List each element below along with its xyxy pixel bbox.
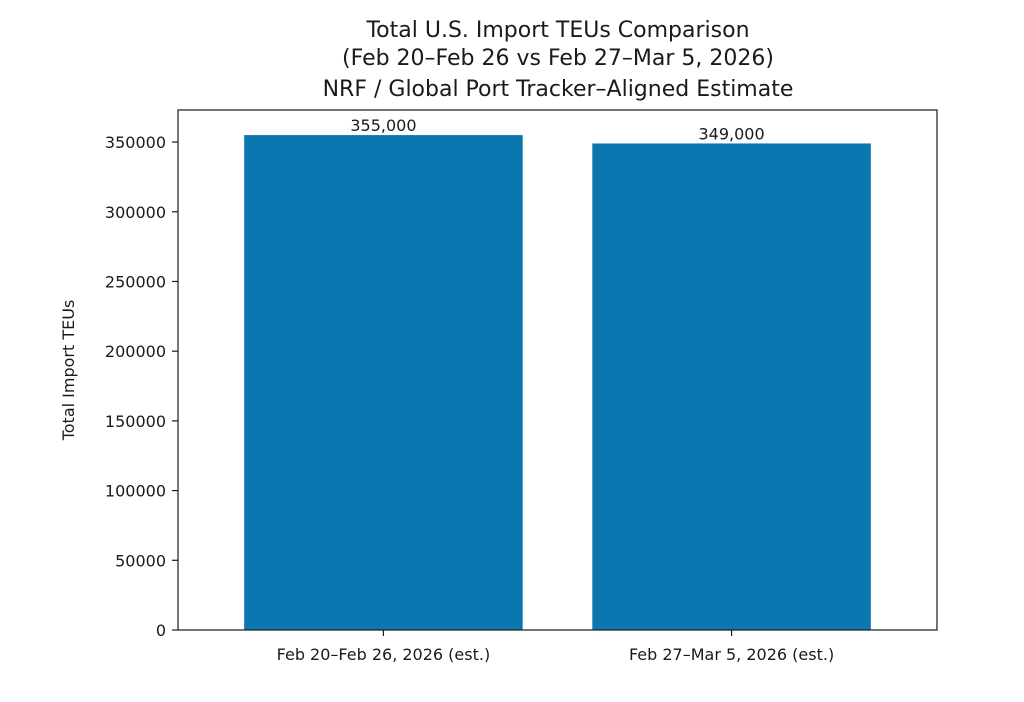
y-tick-label-1: 50000 [115,551,166,570]
data-labels-group: 355,000 349,000 [350,116,764,143]
bars-group [244,135,871,631]
chart-title-line-1: Total U.S. Import TEUs Comparison [365,18,749,43]
chart-title-line-3: NRF / Global Port Tracker–Aligned Estima… [323,77,794,102]
y-tick-label-0: 0 [156,621,166,640]
x-tick-label-1: Feb 20–Feb 26, 2026 (est.) [277,645,491,664]
bar-value-label-1: 355,000 [350,116,416,135]
bar-1 [244,135,523,631]
y-tick-label-4: 200000 [105,342,166,361]
y-axis-label: Total Import TEUs [59,300,78,442]
y-tick-label-7: 350000 [105,133,166,152]
x-tick-label-2: Feb 27–Mar 5, 2026 (est.) [629,645,834,664]
y-axis: 0 50000 100000 150000 200000 250000 300000 3500… [105,133,178,640]
y-tick-label-2: 100000 [105,482,166,501]
bar-2 [592,143,871,631]
y-tick-label-6: 300000 [105,203,166,222]
chart-title-line-2: (Feb 20–Feb 26 vs Feb 27–Mar 5, 2026) [342,46,774,71]
y-tick-label-3: 150000 [105,412,166,431]
x-axis: Feb 20–Feb 26, 2026 (est.) Feb 27–Mar 5, … [277,630,834,664]
y-tick-label-5: 250000 [105,272,166,291]
chart-title: Total U.S. Import TEUs Comparison (Feb 2… [323,18,794,102]
bar-value-label-2: 349,000 [698,124,764,143]
plot-area-frame [177,109,938,631]
